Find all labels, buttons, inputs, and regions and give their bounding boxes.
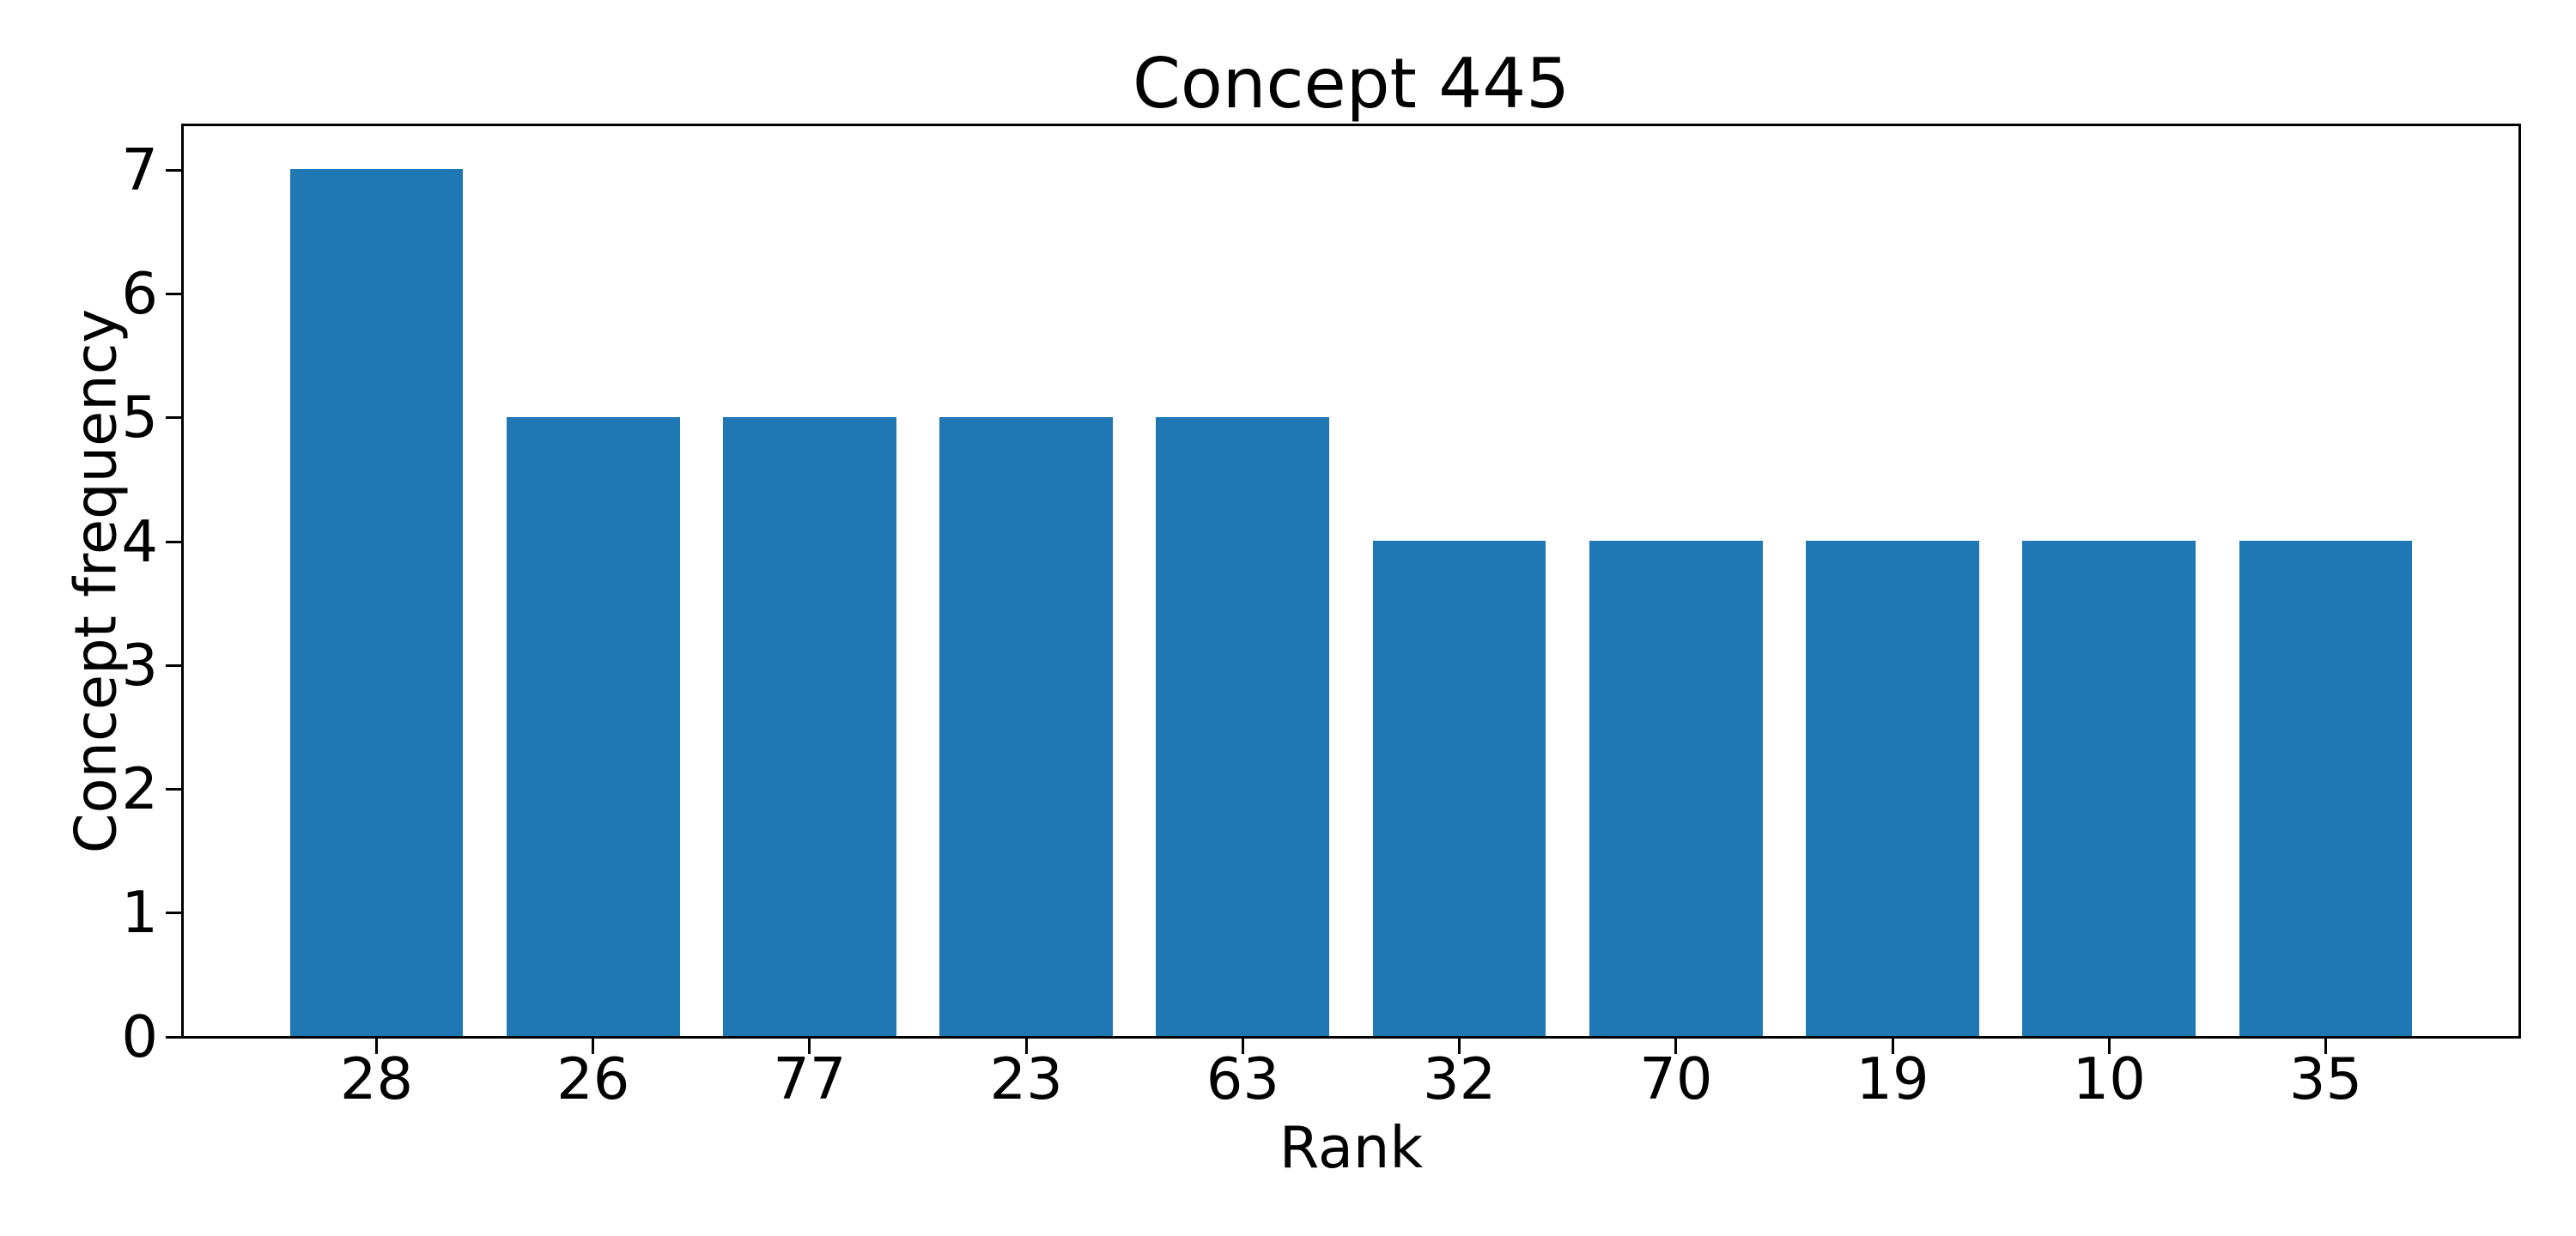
x-tick-label: 10 <box>2072 1045 2146 1112</box>
y-tick-mark <box>166 788 181 791</box>
x-tick-label: 28 <box>339 1045 414 1112</box>
x-tick-label: 26 <box>556 1045 630 1112</box>
bar <box>2239 541 2413 1036</box>
y-tick-mark <box>166 663 181 667</box>
x-tick-label: 23 <box>989 1045 1063 1112</box>
y-tick-mark <box>166 168 181 172</box>
x-tick-mark <box>1674 1039 1678 1054</box>
bar <box>2022 541 2196 1036</box>
bar <box>723 416 896 1036</box>
bar <box>1372 541 1546 1036</box>
x-tick-mark <box>2324 1039 2328 1054</box>
x-tick-label: 35 <box>2288 1045 2363 1112</box>
x-tick-mark <box>592 1039 595 1054</box>
x-tick-mark <box>2107 1039 2111 1054</box>
x-tick-mark <box>374 1039 378 1054</box>
y-tick-label: 0 <box>121 1003 158 1070</box>
y-tick-mark <box>166 912 181 915</box>
bar <box>939 416 1114 1036</box>
y-tick-mark <box>166 1035 181 1039</box>
bar <box>289 169 464 1036</box>
x-tick-mark <box>1024 1039 1028 1054</box>
y-tick-mark <box>166 416 181 420</box>
x-tick-label: 32 <box>1422 1045 1497 1112</box>
bar <box>1589 541 1763 1036</box>
y-tick-mark <box>166 293 181 296</box>
x-tick-mark <box>1458 1039 1461 1054</box>
y-tick-mark <box>166 540 181 543</box>
y-axis-label: Concept frequency <box>62 308 130 854</box>
x-tick-label: 77 <box>773 1045 847 1112</box>
x-tick-mark <box>1241 1039 1244 1054</box>
x-tick-mark <box>1891 1039 1894 1054</box>
y-tick-label: 1 <box>121 879 158 947</box>
bar <box>1156 416 1330 1036</box>
y-tick-label: 7 <box>121 136 158 203</box>
x-axis-label: Rank <box>1279 1114 1424 1181</box>
x-tick-mark <box>808 1039 811 1054</box>
bar <box>506 416 680 1036</box>
x-tick-label: 70 <box>1639 1045 1713 1112</box>
plot-area <box>181 124 2521 1039</box>
x-tick-label: 19 <box>1856 1045 1929 1112</box>
x-tick-label: 63 <box>1206 1045 1280 1112</box>
chart-title: Concept 445 <box>1133 44 1570 124</box>
bar <box>1806 541 1979 1036</box>
